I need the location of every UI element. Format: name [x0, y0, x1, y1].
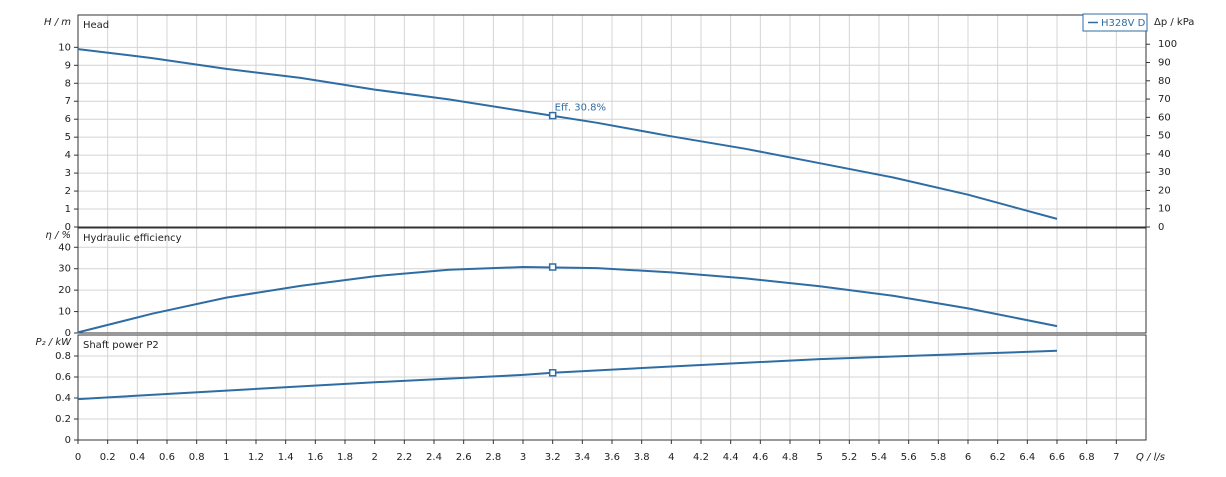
y2-tick-label: 50	[1158, 131, 1171, 142]
x-tick-label: 6.4	[1019, 452, 1035, 463]
y-tick-label: 8	[65, 78, 71, 89]
y2-tick-label: 100	[1158, 39, 1177, 50]
y-tick-label: 0.4	[55, 393, 71, 404]
x-tick-label: 5.8	[930, 452, 946, 463]
panel-frame	[77, 14, 1147, 228]
y-tick-label: 6	[65, 114, 71, 125]
x-tick-label: 0	[75, 452, 81, 463]
y-tick-label: 40	[58, 242, 71, 253]
duty-point	[548, 111, 557, 120]
y2-tick-label: 90	[1158, 58, 1171, 69]
x-tick-label: 1.8	[337, 452, 353, 463]
x-tick-label: 4.8	[782, 452, 798, 463]
x-tick-label: 2.8	[485, 452, 501, 463]
x-tick-label: 6.8	[1079, 452, 1095, 463]
x-tick-label: 4	[668, 452, 674, 463]
y-tick-label: 5	[65, 132, 71, 143]
y-tick-label: 1	[65, 204, 71, 215]
x-tick-label: 4.6	[752, 452, 768, 463]
panel-title: Shaft power P2	[83, 340, 159, 351]
x-tick-label: 1.2	[248, 452, 264, 463]
x-tick-label: 1	[223, 452, 229, 463]
legend-box	[1082, 13, 1148, 32]
x-tick-label: 0.4	[129, 452, 145, 463]
panel-frame	[77, 227, 1147, 334]
x-tick-label: 0.2	[100, 452, 116, 463]
x-tick-label: 5	[816, 452, 822, 463]
y-tick-label: 4	[65, 150, 71, 161]
y2-tick-label: 60	[1158, 112, 1171, 123]
x-tick-label: 1.4	[278, 452, 294, 463]
y2-tick-label: 70	[1158, 94, 1171, 105]
y-axis-label: η / %	[45, 230, 71, 241]
annotation: Eff. 30.8%	[555, 103, 606, 114]
x-tick-label: 7	[1113, 452, 1119, 463]
curve	[77, 48, 1058, 220]
y2-tick-label: 10	[1158, 204, 1171, 215]
legend-label: H328V D	[1101, 18, 1146, 29]
x-tick-label: 2.2	[396, 452, 412, 463]
y-tick-label: 0.2	[55, 414, 71, 425]
x-tick-label: 5.6	[901, 452, 917, 463]
x-tick-label: 2.4	[426, 452, 442, 463]
y-tick-label: 20	[58, 285, 71, 296]
y-tick-label: 0.6	[55, 372, 71, 383]
x-tick-label: 3	[520, 452, 526, 463]
x-tick-label: 0.8	[189, 452, 205, 463]
y-tick-label: 10	[58, 307, 71, 318]
x-tick-label: 3.8	[634, 452, 650, 463]
x-tick-label: 4.2	[693, 452, 709, 463]
x-tick-label: 5.2	[841, 452, 857, 463]
y2-tick-label: 0	[1158, 222, 1164, 233]
y2-tick-label: 80	[1158, 76, 1171, 87]
y-tick-label: 0	[65, 328, 71, 339]
curve	[77, 265, 1058, 334]
x-tick-label: 5.4	[871, 452, 887, 463]
y-tick-label: 0	[65, 222, 71, 233]
y-axis-label: H / m	[44, 17, 71, 28]
x-axis-label: Q / l/s	[1136, 452, 1165, 463]
x-tick-label: 6.2	[990, 452, 1006, 463]
y2-axis-label: Δp / kPa	[1154, 17, 1194, 28]
x-tick-label: 6.6	[1049, 452, 1065, 463]
panel-title: Head	[83, 20, 109, 31]
x-tick-label: 6	[965, 452, 971, 463]
y-tick-label: 2	[65, 186, 71, 197]
y-tick-label: 7	[65, 96, 71, 107]
x-tick-label: 2.6	[456, 452, 472, 463]
y-tick-label: 3	[65, 168, 71, 179]
x-tick-label: 1.6	[307, 452, 323, 463]
x-tick-label: 3.6	[604, 452, 620, 463]
y2-tick-label: 20	[1158, 185, 1171, 196]
y-tick-label: 9	[65, 60, 71, 71]
y-tick-label: 30	[58, 264, 71, 275]
y2-tick-label: 40	[1158, 149, 1171, 160]
y-axis-label: P₂ / kW	[36, 337, 73, 348]
x-tick-label: 0.6	[159, 452, 175, 463]
x-tick-label: 3.2	[545, 452, 561, 463]
y-tick-label: 10	[58, 42, 71, 53]
y2-tick-label: 30	[1158, 167, 1171, 178]
y-tick-label: 0	[65, 435, 71, 446]
x-tick-label: 4.4	[723, 452, 739, 463]
x-tick-label: 3.4	[574, 452, 590, 463]
duty-point	[548, 263, 557, 271]
duty-point	[548, 369, 557, 377]
x-tick-label: 2	[371, 452, 377, 463]
panel-title: Hydraulic efficiency	[83, 233, 182, 244]
y-tick-label: 0.8	[55, 351, 71, 362]
